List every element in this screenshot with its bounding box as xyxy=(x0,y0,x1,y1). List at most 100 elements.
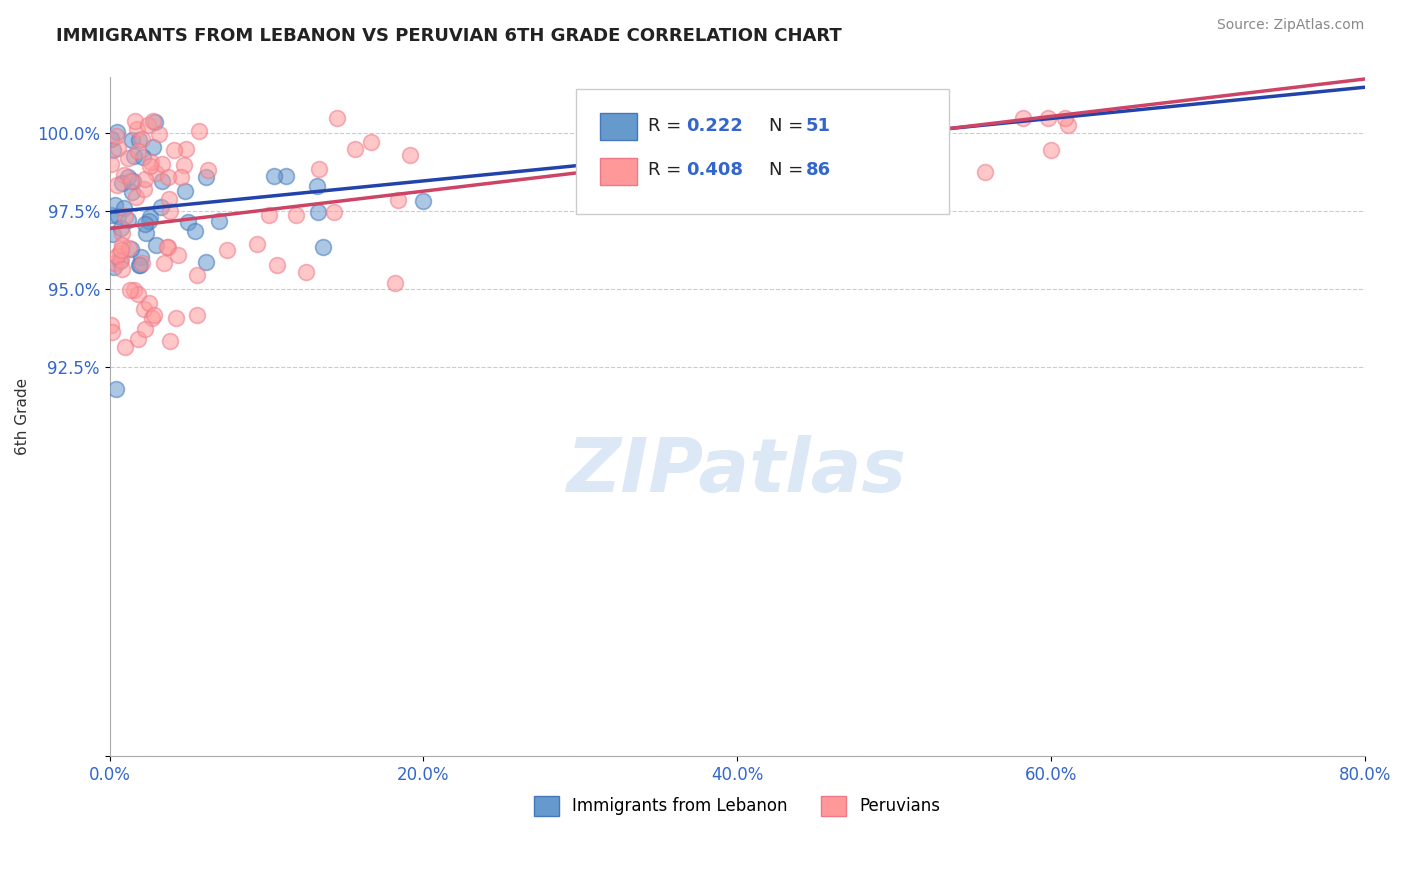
Point xyxy=(143,308,166,322)
Point xyxy=(197,163,219,178)
Point xyxy=(184,224,207,238)
Point xyxy=(412,194,434,208)
Point xyxy=(159,334,181,349)
Point xyxy=(194,169,217,184)
Legend: Immigrants from Lebanon, Peruvians: Immigrants from Lebanon, Peruvians xyxy=(527,789,948,822)
Point xyxy=(117,151,139,165)
Point xyxy=(131,132,153,146)
Point xyxy=(159,204,181,219)
Point xyxy=(173,158,195,172)
Text: 86: 86 xyxy=(806,161,831,179)
Point xyxy=(107,141,129,155)
Point xyxy=(100,208,122,222)
Point xyxy=(136,118,159,132)
Point xyxy=(128,133,150,147)
Point xyxy=(384,276,406,290)
Point xyxy=(142,140,165,154)
Point xyxy=(305,179,328,194)
Point xyxy=(399,148,422,162)
Point xyxy=(360,136,382,150)
Text: IMMIGRANTS FROM LEBANON VS PERUVIAN 6TH GRADE CORRELATION CHART: IMMIGRANTS FROM LEBANON VS PERUVIAN 6TH … xyxy=(56,27,842,45)
Point xyxy=(170,170,193,185)
Point xyxy=(114,209,136,223)
Point xyxy=(105,128,128,143)
Point xyxy=(139,159,162,173)
Point xyxy=(110,220,132,235)
Point xyxy=(141,113,163,128)
Point xyxy=(307,204,329,219)
Point xyxy=(125,121,148,136)
Point xyxy=(786,111,808,125)
Point xyxy=(122,284,145,298)
Point xyxy=(134,301,156,316)
Point xyxy=(138,296,160,310)
Point xyxy=(111,262,134,277)
Point xyxy=(208,214,231,228)
Point xyxy=(107,209,129,223)
Point xyxy=(285,208,308,222)
Point xyxy=(131,150,153,164)
Point xyxy=(129,250,152,264)
Point xyxy=(114,340,136,354)
Point xyxy=(748,123,770,137)
Point xyxy=(868,111,890,125)
Point xyxy=(325,111,347,125)
Point xyxy=(150,157,173,171)
Point xyxy=(117,169,139,184)
Point xyxy=(127,286,149,301)
Text: R =: R = xyxy=(648,117,688,135)
Point xyxy=(134,172,156,186)
Point xyxy=(103,260,125,275)
Point xyxy=(215,243,238,257)
Point xyxy=(703,111,725,125)
Point xyxy=(177,215,200,229)
Point xyxy=(121,185,143,199)
Point xyxy=(141,311,163,326)
Point xyxy=(139,210,162,224)
Point xyxy=(100,131,122,145)
Point xyxy=(127,332,149,346)
Point xyxy=(1040,143,1063,157)
Point xyxy=(167,247,190,261)
Point xyxy=(145,166,167,180)
Point xyxy=(111,176,134,190)
Point xyxy=(121,133,143,147)
Point xyxy=(143,115,166,129)
Point xyxy=(266,259,288,273)
Point xyxy=(135,226,157,240)
Point xyxy=(103,256,125,270)
Point xyxy=(156,170,179,185)
Point xyxy=(145,238,167,252)
Point xyxy=(120,242,142,256)
Point xyxy=(157,192,180,206)
Point xyxy=(153,256,176,270)
Point xyxy=(308,161,330,176)
Point xyxy=(128,258,150,272)
Point xyxy=(323,205,346,219)
Point xyxy=(105,249,128,263)
Point xyxy=(195,255,218,269)
Point xyxy=(122,149,145,163)
Point xyxy=(186,309,208,323)
Point xyxy=(131,255,153,269)
Point xyxy=(165,310,187,325)
Point xyxy=(111,237,134,252)
Point xyxy=(1012,111,1035,125)
Point xyxy=(101,143,124,157)
Point xyxy=(766,162,789,177)
Point xyxy=(104,382,127,396)
Point xyxy=(110,245,132,260)
Point xyxy=(110,253,132,268)
Point xyxy=(974,164,997,178)
Point xyxy=(1057,118,1080,132)
Point xyxy=(112,169,135,183)
Point xyxy=(257,208,280,222)
Point xyxy=(127,144,149,158)
Point xyxy=(295,265,318,279)
Point xyxy=(804,111,827,125)
Text: Source: ZipAtlas.com: Source: ZipAtlas.com xyxy=(1216,18,1364,32)
Point xyxy=(104,198,127,212)
Point xyxy=(120,283,142,297)
Point xyxy=(134,322,156,336)
Point xyxy=(852,111,875,125)
